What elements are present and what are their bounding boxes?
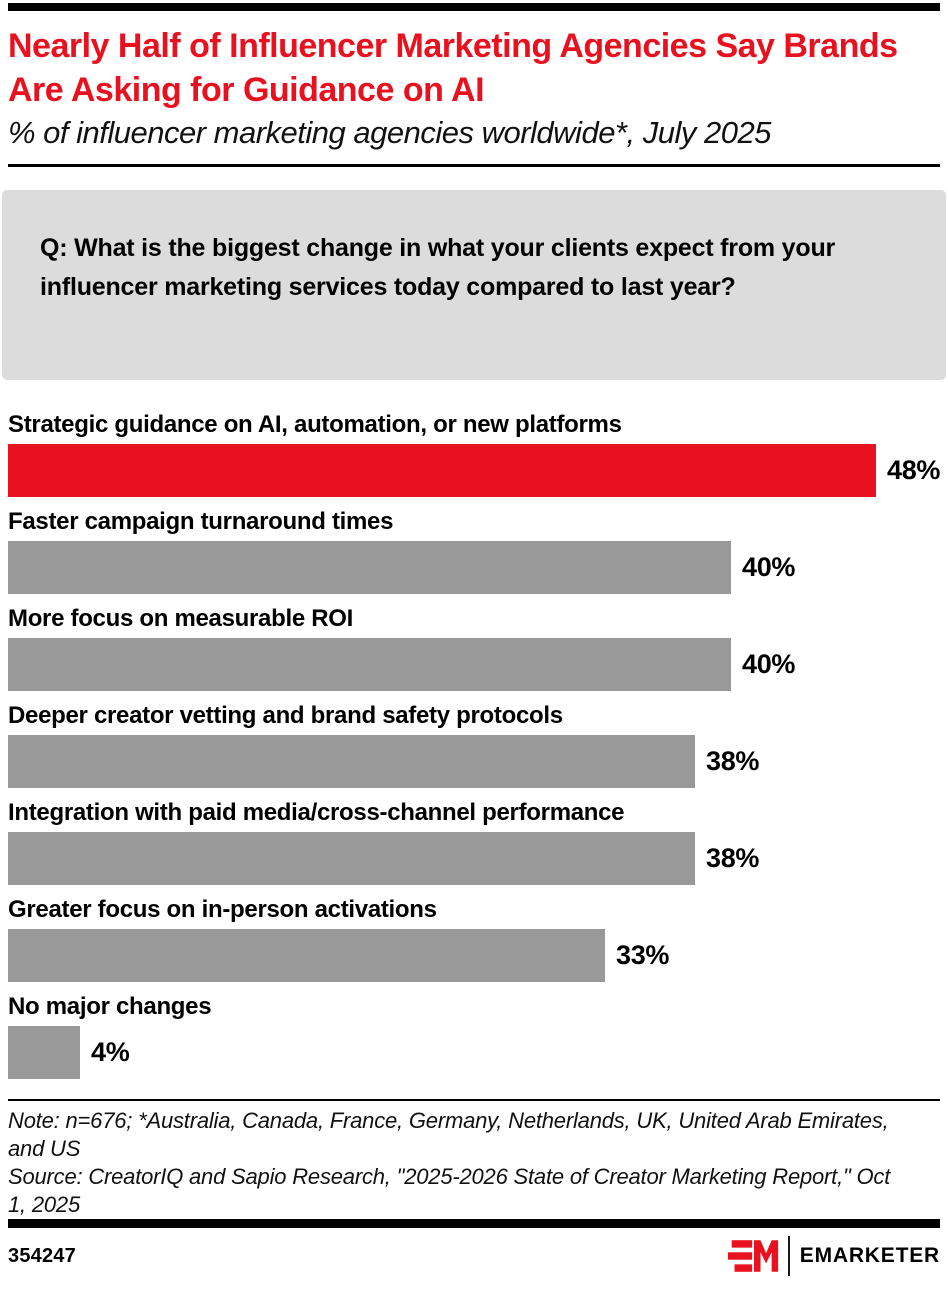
bar-row: No major changes 4% — [8, 992, 940, 1079]
bar-value-label: 48% — [887, 455, 941, 485]
chart-subtitle: % of influencer marketing agencies world… — [8, 115, 771, 150]
bar — [8, 735, 695, 788]
bar — [8, 929, 605, 982]
bar — [8, 444, 876, 497]
bar-value-label: 38% — [706, 746, 760, 776]
bar — [8, 832, 695, 885]
bar-row: Faster campaign turnaround times 40% — [8, 507, 940, 594]
bar-value-label: 38% — [706, 843, 760, 873]
note-text: Note: n=676; *Australia, Canada, France,… — [8, 1108, 889, 1161]
chart-id: 354247 — [8, 1244, 76, 1267]
bar-track: 40% — [8, 541, 940, 594]
bar-value-label: 33% — [616, 940, 670, 970]
footer-divider — [8, 1099, 940, 1101]
chart-notes: Note: n=676; *Australia, Canada, France,… — [8, 1107, 898, 1219]
top-rule — [8, 3, 940, 11]
source-text: Source: CreatorIQ and Sapio Research, "2… — [8, 1164, 891, 1217]
bar-value-label: 4% — [91, 1037, 130, 1067]
footer-row: 354247 EMARKETER — [8, 1236, 940, 1276]
bar-track: 38% — [8, 735, 940, 788]
bar-chart: Strategic guidance on AI, automation, or… — [8, 410, 940, 1079]
emarketer-wordmark: EMARKETER — [799, 1244, 940, 1267]
em-monogram-icon — [727, 1240, 778, 1272]
question-box: Q: What is the biggest change in what yo… — [2, 190, 946, 380]
bar-category-label: Deeper creator vetting and brand safety … — [8, 702, 563, 729]
header-divider — [8, 164, 940, 167]
bar-row: Strategic guidance on AI, automation, or… — [8, 410, 940, 497]
logo-divider — [787, 1236, 790, 1276]
bar-row: More focus on measurable ROI 40% — [8, 604, 940, 691]
bar-row: Deeper creator vetting and brand safety … — [8, 701, 940, 788]
chart-title: Nearly Half of Influencer Marketing Agen… — [8, 27, 898, 109]
bar-category-label: Faster campaign turnaround times — [8, 508, 394, 535]
bar-category-label: More focus on measurable ROI — [8, 605, 354, 632]
bar-track: 48% — [8, 444, 940, 497]
bar-track: 40% — [8, 638, 940, 691]
bar-category-label: Integration with paid media/cross-channe… — [8, 799, 625, 826]
bar-row: Greater focus on in-person activations 33… — [8, 895, 940, 982]
bar-category-label: Greater focus on in-person activations — [8, 896, 437, 923]
bar — [8, 541, 731, 594]
question-text: Q: What is the biggest change in what yo… — [40, 234, 836, 301]
bar-category-label: No major changes — [8, 993, 212, 1020]
bar-row: Integration with paid media/cross-channe… — [8, 798, 940, 885]
chart-page: Nearly Half of Influencer Marketing Agen… — [0, 3, 948, 1276]
bar — [8, 638, 731, 691]
bar-track: 4% — [8, 1026, 940, 1079]
bar-track: 33% — [8, 929, 940, 982]
bar-value-label: 40% — [742, 649, 796, 679]
bar-track: 38% — [8, 832, 940, 885]
bar-category-label: Strategic guidance on AI, automation, or… — [8, 411, 622, 438]
bar — [8, 1026, 80, 1079]
bottom-rule — [8, 1219, 940, 1228]
emarketer-logo: EMARKETER — [727, 1236, 940, 1276]
bar-value-label: 40% — [742, 552, 796, 582]
